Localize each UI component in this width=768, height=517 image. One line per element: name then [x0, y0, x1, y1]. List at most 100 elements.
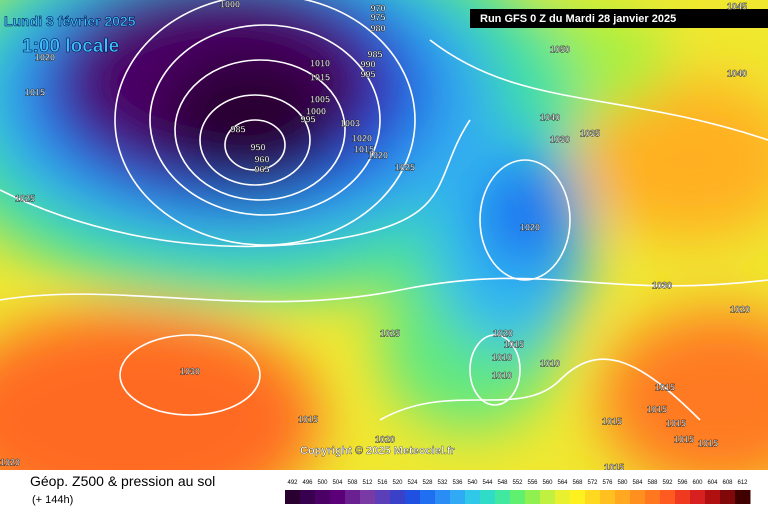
copyright: Copyright © 2025 Meteociel.fr	[300, 445, 456, 457]
isobar-label: 1025	[15, 193, 35, 203]
isobar-label: 950	[250, 142, 265, 152]
legend-label: 568	[572, 480, 583, 486]
legend-label: 508	[347, 480, 358, 486]
legend-label: 600	[692, 480, 703, 486]
isobar-label: 1015	[310, 72, 330, 82]
isobar-label: 1015	[666, 418, 686, 428]
isobar-label: 1005	[310, 94, 330, 104]
run-info: Run GFS 0 Z du Mardi 28 janvier 2025	[480, 13, 676, 25]
legend-label: 536	[452, 480, 463, 486]
legend-swatch	[450, 490, 466, 504]
legend-label: 592	[662, 480, 673, 486]
isobar-label: 1020	[35, 52, 55, 62]
legend-label: 532	[437, 480, 448, 486]
legend-label: 492	[287, 480, 298, 486]
legend-swatch	[720, 490, 736, 504]
legend-swatch	[375, 490, 391, 504]
legend-label: 612	[737, 480, 748, 486]
legend-label: 520	[392, 480, 403, 486]
isobar-label: 1015	[674, 434, 694, 444]
isobar-label: 1020	[368, 150, 388, 160]
isobar-label: 1025	[380, 328, 400, 338]
isobar-label: 1020	[493, 328, 513, 338]
legend-swatch	[525, 490, 541, 504]
legend-swatch	[630, 490, 646, 504]
legend-label: 540	[467, 480, 478, 486]
legend-swatch	[390, 490, 406, 504]
isobar-label: 1045	[727, 1, 747, 11]
legend-label: 588	[647, 480, 658, 486]
isobar-label: 965	[254, 164, 269, 174]
legend-label: 552	[512, 480, 523, 486]
legend-swatch	[330, 490, 346, 504]
legend-label: 556	[527, 480, 538, 486]
legend-swatch	[495, 490, 511, 504]
legend-swatch	[585, 490, 601, 504]
isobar-label: 1015	[298, 414, 318, 424]
legend-swatch	[360, 490, 376, 504]
legend-label: 512	[362, 480, 373, 486]
legend-label: 500	[317, 480, 328, 486]
isobar-label: 1020	[520, 222, 540, 232]
forecast-time: 1:00 locale	[22, 36, 119, 57]
legend-label: 496	[302, 480, 313, 486]
legend-label: 580	[617, 480, 628, 486]
isobar-label: 1030	[652, 280, 672, 290]
legend-label: 608	[722, 480, 733, 486]
isobar-labels: 1000102010151010101598599099597598097010…	[0, 0, 750, 473]
isobar-label: 1010	[310, 58, 330, 68]
legend-swatch	[555, 490, 571, 504]
legend-label: 572	[587, 480, 598, 486]
legend-swatch	[315, 490, 331, 504]
isobar-label: 1020	[375, 434, 395, 444]
legend-label: 548	[497, 480, 508, 486]
isobar-label: 1015	[504, 339, 524, 349]
legend-swatch	[435, 490, 451, 504]
isobar-label: 1015	[647, 404, 667, 414]
legend-swatch	[300, 490, 316, 504]
legend-label: 528	[422, 480, 433, 486]
isobar-label: 970	[370, 3, 385, 13]
isobar-label: 1030	[550, 134, 570, 144]
legend-swatch	[735, 490, 751, 504]
isobar-label: 1010	[540, 358, 560, 368]
isobar-label: 1015	[354, 144, 374, 154]
isobar-label: 1015	[655, 382, 675, 392]
legend-swatch	[600, 490, 616, 504]
legend-label: 544	[482, 480, 493, 486]
isobar-label: 1025	[395, 162, 415, 172]
isobar-label: 985	[230, 124, 245, 134]
isobar-label: 990	[360, 59, 375, 69]
isobar-label: 1015	[604, 462, 624, 472]
legend-swatch	[660, 490, 676, 504]
isobar-label: 1015	[25, 87, 45, 97]
footer-subtitle: (+ 144h)	[32, 494, 73, 506]
legend-swatch	[645, 490, 661, 504]
isobar-label: 1020	[730, 304, 750, 314]
isobar-label: 975	[370, 12, 385, 22]
legend-swatch	[345, 490, 361, 504]
legend-swatch	[690, 490, 706, 504]
isobar-label: 985	[367, 49, 382, 59]
legend-label: 604	[707, 480, 718, 486]
legend-swatch	[465, 490, 481, 504]
isobar-label: 1000	[220, 0, 240, 9]
footer-title: Géop. Z500 & pression au sol	[30, 473, 215, 489]
legend-label: 504	[332, 480, 343, 486]
legend-swatch	[570, 490, 586, 504]
isobar-label: 980	[370, 23, 385, 33]
legend-label: 584	[632, 480, 643, 486]
legend-label: 576	[602, 480, 613, 486]
isobar-label: 995	[360, 69, 375, 79]
isobar-label: 960	[254, 154, 269, 164]
legend-swatch	[540, 490, 556, 504]
legend-swatch	[615, 490, 631, 504]
legend-label: 516	[377, 480, 388, 486]
legend-label: 560	[542, 480, 553, 486]
isobar-lines	[0, 0, 768, 421]
run-box	[470, 9, 768, 28]
isobar-label: 1020	[0, 457, 20, 467]
